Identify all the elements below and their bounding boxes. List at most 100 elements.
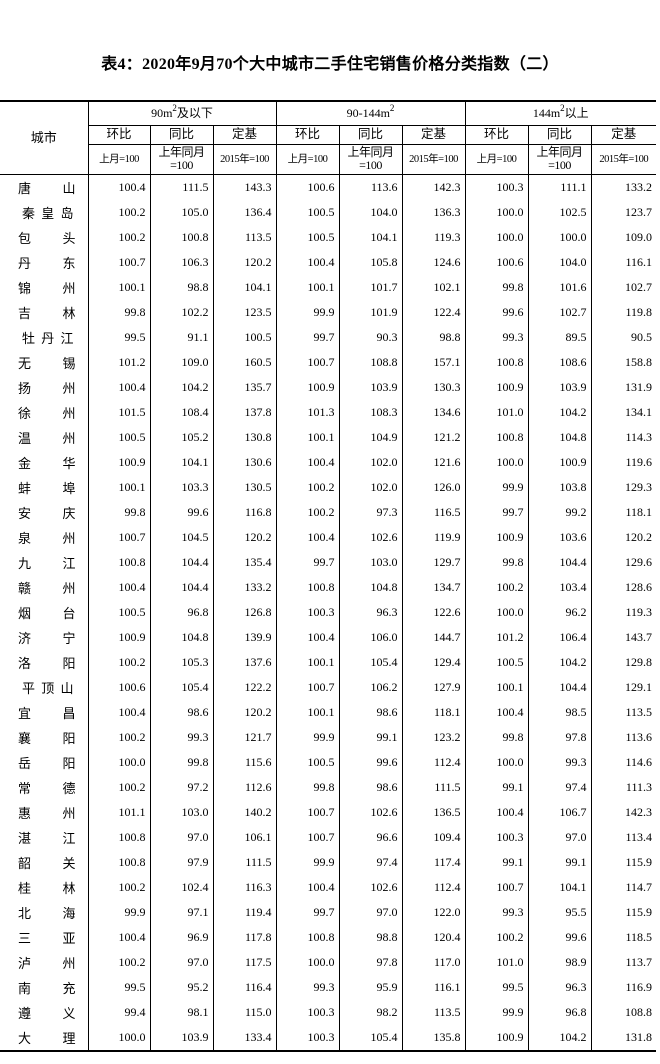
index-value: 105.2 — [149, 424, 213, 450]
index-value: 102.7 — [590, 274, 657, 300]
index-value: 95.2 — [149, 974, 213, 1000]
index-value: 100.5 — [87, 424, 150, 450]
index-value: 102.7 — [527, 299, 591, 325]
index-value: 108.6 — [527, 349, 591, 375]
index-value: 100.9 — [87, 449, 150, 475]
index-value: 102.4 — [149, 874, 213, 900]
index-value: 104.8 — [149, 624, 213, 650]
index-value: 105.4 — [338, 649, 402, 675]
index-value: 112.6 — [212, 774, 276, 800]
index-value: 100.2 — [87, 874, 150, 900]
index-value: 100.0 — [275, 949, 339, 975]
index-value: 101.2 — [464, 624, 528, 650]
index-value: 100.9 — [527, 449, 591, 475]
index-value: 116.8 — [212, 499, 276, 525]
group-header: 144m2以上 — [464, 100, 657, 126]
table-row: 大理 100.0 103.9 133.4 100.3 105.4 135.8 100.9 104… — [0, 1024, 657, 1052]
index-value: 129.7 — [401, 549, 465, 575]
index-value: 108.8 — [590, 999, 657, 1025]
index-value: 99.9 — [275, 299, 339, 325]
index-value: 105.3 — [149, 649, 213, 675]
price-index-table: 城市 90m2及以下 90-144m2 144m2以上 环比 同比 定基 环比 同比 定基… — [0, 100, 657, 1052]
index-value: 106.2 — [338, 674, 402, 700]
index-value: 100.8 — [275, 924, 339, 950]
index-value: 113.5 — [401, 999, 465, 1025]
index-value: 100.1 — [275, 424, 339, 450]
city-name: 南充 — [18, 980, 76, 996]
index-value: 130.3 — [401, 374, 465, 400]
sub-header: 定基 — [212, 124, 277, 145]
index-value: 99.3 — [464, 899, 528, 925]
base-header: 2015年=100 — [401, 143, 466, 175]
index-value: 97.8 — [338, 949, 402, 975]
index-value: 104.2 — [149, 374, 213, 400]
base-header: 上年同月=100 — [338, 143, 403, 175]
index-value: 105.4 — [338, 1024, 402, 1052]
group-header: 90m2及以下 — [87, 100, 277, 126]
table-row: 扬州 100.4 104.2 135.7 100.9 103.9 130.3 100.9 103… — [0, 374, 657, 400]
index-value: 102.6 — [338, 799, 402, 825]
index-value: 116.4 — [212, 974, 276, 1000]
index-value: 103.9 — [338, 374, 402, 400]
index-value: 101.0 — [464, 949, 528, 975]
index-value: 115.9 — [590, 849, 657, 875]
index-value: 104.9 — [338, 424, 402, 450]
index-value: 120.2 — [590, 524, 657, 550]
index-value: 119.4 — [212, 899, 276, 925]
base-header: 上月=100 — [87, 143, 151, 175]
index-value: 102.0 — [338, 449, 402, 475]
index-value: 106.3 — [149, 249, 213, 275]
index-value: 117.4 — [401, 849, 465, 875]
index-value: 98.2 — [338, 999, 402, 1025]
index-value: 104.2 — [527, 1024, 591, 1052]
index-value: 136.3 — [401, 199, 465, 225]
city-name: 泉州 — [18, 530, 76, 546]
index-value: 130.6 — [212, 449, 276, 475]
index-value: 123.7 — [590, 199, 657, 225]
index-value: 114.3 — [590, 424, 657, 450]
index-value: 90.3 — [338, 324, 402, 350]
city-name: 秦皇岛 — [22, 205, 74, 221]
index-value: 103.0 — [338, 549, 402, 575]
index-value: 99.9 — [464, 474, 528, 500]
index-value: 115.6 — [212, 749, 276, 775]
index-value: 104.4 — [149, 574, 213, 600]
index-value: 99.6 — [338, 749, 402, 775]
index-value: 116.1 — [401, 974, 465, 1000]
index-value: 126.0 — [401, 474, 465, 500]
index-value: 129.6 — [590, 549, 657, 575]
index-value: 135.7 — [212, 374, 276, 400]
index-value: 113.7 — [590, 949, 657, 975]
index-value: 99.3 — [275, 974, 339, 1000]
index-value: 100.3 — [275, 1024, 339, 1052]
index-value: 123.5 — [212, 299, 276, 325]
index-value: 100.4 — [464, 799, 528, 825]
city-name: 牡丹江 — [22, 330, 74, 346]
index-value: 99.8 — [87, 299, 150, 325]
index-value: 100.0 — [464, 199, 528, 225]
index-value: 100.0 — [464, 449, 528, 475]
index-value: 99.6 — [149, 499, 213, 525]
index-value: 106.1 — [212, 824, 276, 850]
index-value: 100.8 — [464, 424, 528, 450]
index-value: 99.1 — [527, 849, 591, 875]
index-value: 120.2 — [212, 699, 276, 725]
index-value: 100.3 — [275, 599, 339, 625]
index-value: 99.4 — [87, 999, 150, 1025]
index-value: 100.0 — [87, 749, 150, 775]
index-value: 100.2 — [87, 724, 150, 750]
city-name: 无锡 — [18, 355, 76, 371]
index-value: 104.4 — [527, 549, 591, 575]
city-name: 常德 — [18, 780, 76, 796]
index-value: 140.2 — [212, 799, 276, 825]
index-value: 133.2 — [590, 174, 657, 200]
table-row: 九江 100.8 104.4 135.4 99.7 103.0 129.7 99.8 104.4… — [0, 549, 657, 575]
index-value: 97.9 — [149, 849, 213, 875]
index-value: 109.0 — [590, 224, 657, 250]
index-value: 90.5 — [590, 324, 657, 350]
index-value: 111.5 — [212, 849, 276, 875]
index-value: 99.2 — [527, 499, 591, 525]
sub-header: 定基 — [401, 124, 466, 145]
city-name: 吉林 — [18, 305, 76, 321]
index-value: 121.2 — [401, 424, 465, 450]
